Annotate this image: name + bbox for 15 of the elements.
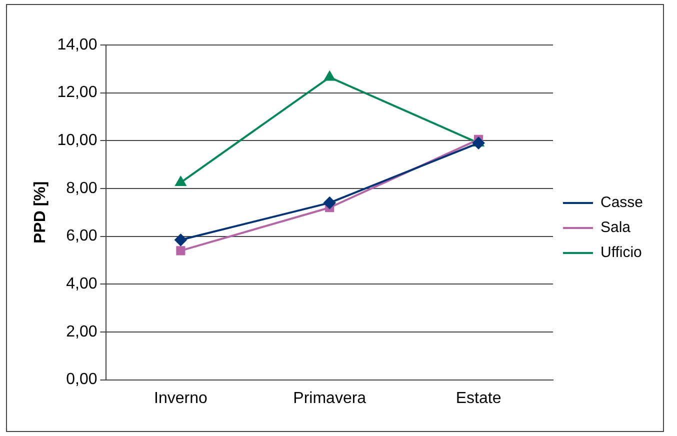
- y-tick-label: 0,00: [66, 371, 98, 388]
- legend-label: Sala: [600, 219, 632, 236]
- x-tick-label: Estate: [456, 390, 502, 407]
- legend-label: Casse: [600, 194, 644, 212]
- y-tick-label: 12,00: [57, 84, 98, 102]
- legend-label: Ufficio: [600, 244, 642, 262]
- y-tick-label: 2,00: [66, 323, 98, 340]
- y-axis-title: PPD [%]: [32, 181, 50, 244]
- y-tick-label: 14,00: [57, 36, 98, 54]
- y-tick-label: 8,00: [66, 180, 98, 197]
- x-tick-label: Primavera: [293, 390, 366, 407]
- y-tick-label: 6,00: [66, 228, 98, 245]
- y-tick-label: 10,00: [57, 132, 98, 150]
- y-tick-label: 4,00: [66, 276, 98, 293]
- x-tick-label: Inverno: [154, 390, 208, 407]
